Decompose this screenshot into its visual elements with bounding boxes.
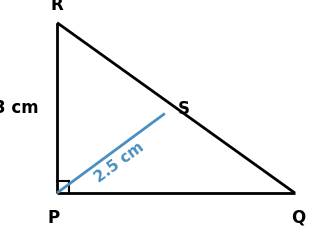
Text: P: P: [48, 209, 60, 227]
Text: S: S: [178, 100, 190, 118]
Text: R: R: [51, 0, 63, 14]
Text: Q: Q: [291, 209, 305, 227]
Text: 2.5 cm: 2.5 cm: [91, 139, 146, 185]
Text: 3 cm: 3 cm: [0, 99, 38, 117]
